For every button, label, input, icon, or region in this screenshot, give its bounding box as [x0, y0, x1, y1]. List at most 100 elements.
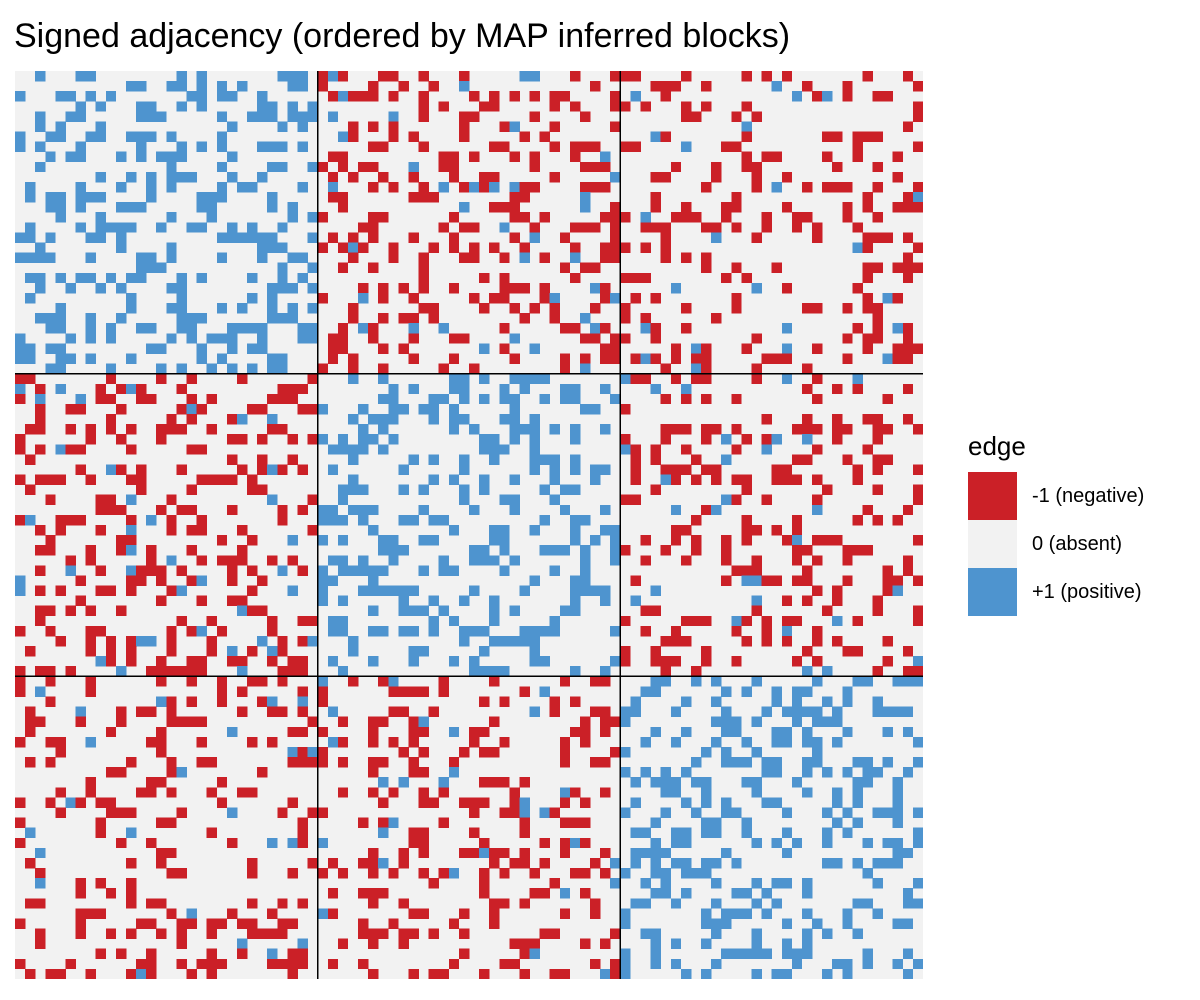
heatmap-cell-negative	[499, 141, 510, 153]
heatmap-cell-negative	[85, 434, 97, 445]
heatmap-cell-negative	[761, 575, 772, 586]
heatmap-cell-negative	[559, 797, 571, 808]
heatmap-cell-negative	[166, 817, 177, 828]
heatmap-cell-positive	[579, 202, 591, 213]
heatmap-cell-positive	[882, 353, 894, 364]
heatmap-cell-negative	[115, 706, 127, 717]
heatmap-cell-negative	[176, 464, 187, 475]
heatmap-cell-negative	[257, 605, 268, 617]
heatmap-cell-negative	[448, 918, 460, 929]
heatmap-cell-positive	[327, 706, 339, 717]
heatmap-cell-positive	[640, 827, 651, 839]
heatmap-cell-negative	[862, 303, 873, 314]
heatmap-cell-negative	[317, 212, 329, 223]
heatmap-cell-negative	[206, 393, 218, 405]
heatmap-cell-positive	[579, 514, 591, 526]
heatmap-cell-positive	[479, 373, 490, 385]
heatmap-cell-negative	[812, 303, 823, 314]
heatmap-cell-negative	[640, 535, 651, 546]
heatmap-cell-negative	[751, 565, 762, 576]
heatmap-cell-positive	[156, 262, 167, 274]
heatmap-cell-positive	[479, 434, 490, 445]
heatmap-cell-positive	[741, 777, 752, 788]
heatmap-cell-negative	[630, 454, 641, 465]
heatmap-cell-negative	[236, 948, 248, 960]
heatmap-cell-positive	[307, 323, 318, 334]
heatmap-cell-positive	[45, 202, 56, 213]
heatmap-cell-negative	[115, 383, 127, 395]
heatmap-cell-negative	[337, 757, 349, 768]
heatmap-cell-negative	[15, 817, 26, 828]
heatmap-cell-positive	[711, 716, 722, 728]
heatmap-cell-positive	[600, 151, 611, 163]
heatmap-cell-positive	[186, 323, 197, 334]
heatmap-cell-negative	[297, 686, 308, 697]
heatmap-cell-negative	[398, 746, 409, 758]
heatmap-cell-negative	[438, 151, 450, 163]
heatmap-cell-negative	[781, 71, 793, 82]
heatmap-cell-positive	[166, 131, 177, 142]
heatmap-cell-negative	[358, 91, 369, 102]
heatmap-cell-negative	[388, 706, 399, 717]
heatmap-cell-positive	[549, 615, 561, 627]
heatmap-cell-negative	[862, 504, 873, 516]
heatmap-cell-negative	[105, 373, 117, 385]
heatmap-cell-negative	[731, 565, 742, 576]
heatmap-cell-positive	[136, 111, 147, 122]
heatmap-cell-negative	[600, 757, 611, 768]
heatmap-cell-negative	[670, 161, 682, 173]
heatmap-cell-negative	[630, 71, 641, 82]
heatmap-cell-positive	[267, 202, 278, 213]
heatmap-cell-positive	[731, 757, 742, 768]
heatmap-cell-negative	[509, 232, 520, 243]
heatmap-cell-positive	[347, 242, 359, 253]
heatmap-cell-positive	[801, 767, 813, 778]
heatmap-cell-positive	[136, 262, 147, 274]
heatmap-cell-positive	[529, 232, 540, 243]
heatmap-cell-positive	[438, 181, 450, 193]
heatmap-cell-negative	[781, 615, 793, 627]
heatmap-cell-negative	[368, 787, 379, 798]
heatmap-cell-positive	[408, 383, 419, 395]
heatmap-cell-positive	[347, 565, 359, 576]
heatmap-cell-negative	[600, 252, 611, 263]
heatmap-cell-negative	[448, 212, 460, 223]
heatmap-cell-negative	[75, 888, 86, 899]
heatmap-cell-positive	[337, 514, 349, 526]
heatmap-cell-negative	[660, 131, 672, 142]
heatmap-cell-negative	[569, 222, 581, 233]
heatmap-cell-negative	[812, 343, 823, 354]
heatmap-cell-positive	[489, 555, 500, 566]
heatmap-cell-negative	[166, 868, 177, 879]
heatmap-cell-positive	[277, 141, 288, 153]
heatmap-cell-negative	[35, 938, 46, 950]
heatmap-cell-negative	[398, 343, 409, 354]
heatmap-cell-negative	[186, 676, 197, 687]
heatmap-cell-negative	[438, 101, 450, 112]
heatmap-cell-positive	[822, 837, 833, 849]
heatmap-cell-negative	[176, 565, 187, 576]
heatmap-cell-negative	[297, 837, 308, 849]
heatmap-cell-positive	[842, 696, 853, 707]
heatmap-cell-positive	[35, 313, 46, 324]
heatmap-cell-negative	[640, 101, 651, 112]
heatmap-cell-negative	[569, 141, 581, 153]
heatmap-cell-negative	[65, 555, 76, 566]
heatmap-cell-positive	[509, 414, 520, 425]
heatmap-cell-negative	[590, 898, 601, 909]
heatmap-cell-positive	[287, 81, 298, 92]
heatmap-cell-positive	[852, 797, 863, 808]
heatmap-cell-positive	[680, 837, 692, 849]
heatmap-cell-positive	[751, 777, 762, 788]
heatmap-cell-negative	[771, 464, 783, 475]
heatmap-cell-positive	[418, 504, 429, 516]
heatmap-cell-positive	[569, 383, 581, 395]
heatmap-cell-negative	[428, 242, 440, 253]
heatmap-cell-positive	[125, 525, 137, 536]
heatmap-cell-positive	[640, 736, 651, 748]
heatmap-cell-positive	[882, 706, 894, 717]
heatmap-cell-positive	[701, 777, 712, 788]
heatmap-cell-positive	[166, 151, 177, 163]
heatmap-cell-positive	[75, 181, 86, 193]
heatmap-cell-positive	[327, 555, 339, 566]
